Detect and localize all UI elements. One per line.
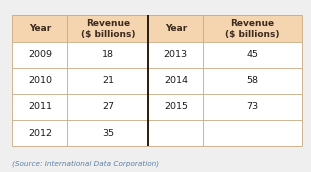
Bar [12, 15, 67, 42]
Text: Revenue
($ billions): Revenue ($ billions) [81, 19, 135, 39]
Text: 2009: 2009 [28, 50, 52, 59]
Bar [148, 68, 203, 94]
Text: Revenue
($ billions): Revenue ($ billions) [225, 19, 280, 39]
Bar [203, 68, 302, 94]
Bar [148, 42, 203, 68]
Text: 58: 58 [247, 76, 258, 85]
Text: 2014: 2014 [164, 76, 188, 85]
Bar [12, 42, 67, 68]
Bar [148, 15, 203, 42]
Bar [67, 120, 148, 146]
Text: 2013: 2013 [164, 50, 188, 59]
Bar [67, 68, 148, 94]
Text: 45: 45 [247, 50, 258, 59]
Text: Year: Year [165, 24, 187, 33]
Bar [67, 94, 148, 120]
Text: 35: 35 [102, 129, 114, 138]
Bar [148, 120, 203, 146]
Bar [12, 94, 67, 120]
Text: 2015: 2015 [164, 103, 188, 111]
Bar [203, 15, 302, 42]
Bar [67, 42, 148, 68]
Text: 73: 73 [246, 103, 258, 111]
Text: 27: 27 [102, 103, 114, 111]
Text: 18: 18 [102, 50, 114, 59]
Text: 21: 21 [102, 76, 114, 85]
Bar [12, 68, 67, 94]
Bar [148, 94, 203, 120]
Bar [203, 42, 302, 68]
Text: (Source: International Data Corporation): (Source: International Data Corporation) [12, 160, 160, 167]
Text: Year: Year [29, 24, 51, 33]
Bar [67, 15, 148, 42]
Bar [203, 94, 302, 120]
Bar [12, 120, 67, 146]
Text: 2010: 2010 [28, 76, 52, 85]
Text: 2011: 2011 [28, 103, 52, 111]
Bar [203, 120, 302, 146]
Text: 2012: 2012 [28, 129, 52, 138]
